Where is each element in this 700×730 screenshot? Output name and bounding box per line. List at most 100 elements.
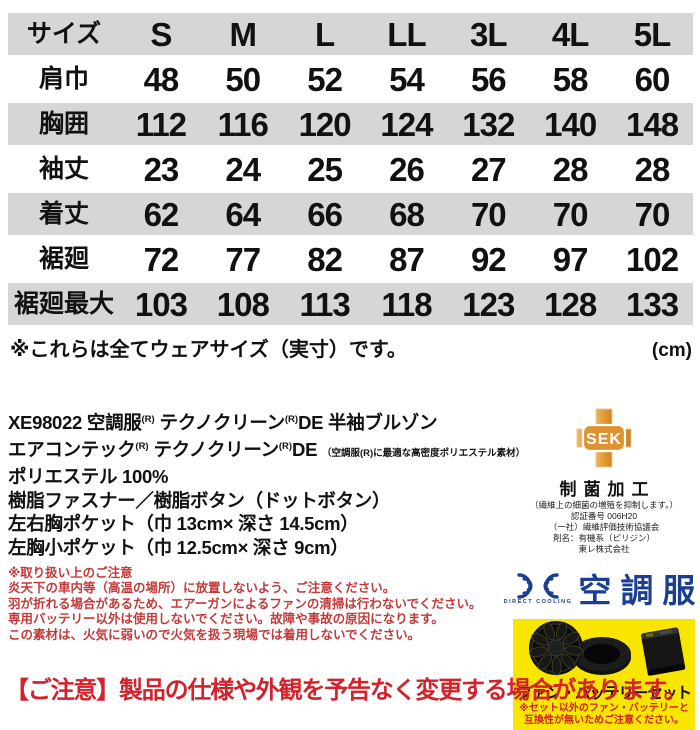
measurement-value: 113 (299, 285, 350, 323)
description-text: テクノクリーン (148, 438, 279, 460)
size-table-row: 肩巾 48 50 52 54 56 58 60 (8, 58, 693, 100)
swirl-icon: DIRECT COOLING (504, 572, 573, 605)
measurement-value: 103 (134, 285, 188, 323)
product-description: XE98022 空調服(R) テクノクリーン(R)DE 半袖ブルゾン エアコンテッ… (8, 408, 525, 730)
size-col-header: L (315, 15, 335, 53)
size-col-header: 5L (633, 15, 672, 53)
main-content: XE98022 空調服(R) テクノクリーン(R)DE 半袖ブルゾン エアコンテッ… (8, 408, 700, 730)
measurement-value: 28 (634, 150, 671, 188)
sek-certification-line: 認証番号 006H20 (570, 511, 638, 521)
registered-mark: (R) (278, 440, 293, 452)
measurement-value: 56 (470, 60, 507, 98)
product-description-line: XE98022 空調服(R) テクノクリーン(R)DE 半袖ブルゾン (8, 408, 508, 435)
size-note-row: ※これらは全てウェアサイズ（実寸）です。 (cm) (10, 333, 692, 362)
description-text: DE 半袖ブルゾン (298, 412, 438, 433)
svg-text:SEK: SEK (586, 431, 622, 448)
sek-mark: SEK 制菌加工 （繊維上の細菌の増殖を抑制します。） 認証番号 006H20 （一… (508, 408, 700, 555)
size-table-corner: サイズ (26, 19, 102, 48)
measurement-value: 58 (552, 60, 589, 98)
measurement-value: 124 (380, 105, 433, 143)
measurement-value: 92 (470, 240, 507, 278)
description-text: テクノクリーン (154, 412, 286, 433)
measurement-value: 120 (298, 105, 352, 143)
description-text: DE (292, 438, 322, 460)
description-text: ポリエステル 100% (8, 466, 169, 487)
handling-notice: ※取り扱い上のご注意 炎天下の車内等（高温の場所）に放置しないよう、ご注意くださ… (8, 566, 508, 643)
measurement-value: 87 (389, 240, 425, 278)
handling-notice-title: ※取り扱い上のご注意 (8, 566, 133, 580)
product-description-line: 左胸小ポケット（巾 12.5cm× 深さ 9cm） (8, 536, 508, 560)
measurement-value: 68 (389, 195, 425, 233)
measurement-value: 82 (307, 240, 343, 278)
registered-mark: (R) (141, 414, 155, 425)
measurement-value: 70 (470, 195, 507, 233)
registered-mark: (R) (284, 414, 299, 425)
measurement-value: 60 (634, 60, 671, 98)
size-table-row: 裾廻 72 77 82 87 92 97 102 (8, 238, 693, 280)
measurement-value: 70 (634, 195, 671, 233)
handling-notice-line: 羽が折れる場合があるため、エアーガンによるファンの清掃は行わないでください。 (8, 596, 482, 611)
sek-certification-line: 剤名：有機系（ピリジン） (552, 533, 655, 543)
fan-battery-image (529, 621, 686, 676)
measurement-value: 132 (462, 105, 515, 143)
sek-certification-line: 東レ株式会社 (578, 544, 630, 554)
measurement-value: 140 (544, 105, 597, 143)
logo-caption: DIRECT COOLING (503, 598, 573, 605)
measurement-value: 116 (217, 105, 269, 143)
size-col-header: S (150, 15, 172, 53)
measurement-value: 50 (225, 60, 261, 98)
measurement-value: 26 (389, 150, 425, 188)
size-col-header: 4L (551, 15, 590, 53)
handling-notice-line: 専用バッテリー以外は使用しないでください。故障や事故の原因になります。 (8, 612, 444, 626)
measurement-value: 27 (470, 150, 507, 188)
size-col-header: M (229, 15, 257, 53)
description-text: XE98022 空調服 (8, 412, 142, 433)
measurement-value: 118 (381, 285, 432, 323)
measurement-value: 70 (552, 195, 589, 233)
handling-notice-line: この素材は、火気に弱いので火気を扱う現場では着用しないでください。 (8, 627, 421, 642)
measurement-value: 102 (626, 240, 679, 278)
sek-title: 制菌加工 (559, 480, 656, 499)
measurement-value: 62 (143, 195, 180, 233)
measurement-value: 25 (307, 150, 343, 188)
measurement-value: 108 (216, 285, 270, 323)
handling-notice-line: 炎天下の車内等（高温の場所）に放置しないよう、ご注意ください。 (8, 581, 396, 595)
measurement-value: 128 (544, 285, 597, 323)
measurement-label: 着丈 (38, 199, 89, 228)
brand-name: 空調服 (578, 572, 700, 609)
product-description-line: 樹脂ファスナー／樹脂ボタン（ドットボタン） (8, 489, 508, 513)
measurement-value: 148 (626, 105, 679, 143)
measurement-value: 77 (225, 240, 261, 278)
measurement-value: 54 (389, 60, 425, 98)
unit-label: (cm) (651, 340, 692, 361)
size-table-row: 着丈 62 64 66 68 70 70 70 (8, 193, 693, 235)
product-description-line: 左右胸ポケット（巾 13cm× 深さ 14.5cm） (8, 512, 508, 536)
description-text: エアコンテック (8, 438, 136, 460)
measurement-value: 52 (307, 60, 343, 98)
size-col-header: 3L (470, 15, 508, 53)
registered-mark: (R) (135, 440, 149, 452)
measurement-value: 72 (143, 240, 180, 278)
size-table-row: 胸囲 112 116 120 124 132 140 148 (8, 103, 693, 145)
size-note: ※これらは全てウェアサイズ（実寸）です。 (10, 339, 407, 361)
size-table-row: 袖丈 23 24 25 26 27 28 28 (8, 148, 693, 190)
sek-certification-line: （繊維上の細菌の増殖を抑制します。） (530, 500, 678, 510)
size-table-header-row: サイズ S M L LL 3L 4L 5L (8, 13, 693, 55)
fan-battery-warning-line: 互換性が無いためご注意ください。 (524, 715, 684, 726)
product-description-line: エアコンテック(R) テクノクリーン(R)DE （空調服(R)に最適な高密度ポリ… (8, 435, 525, 466)
measurement-value: 123 (462, 285, 515, 323)
measurement-value: 23 (143, 150, 180, 188)
measurement-label: 裾廻最大 (13, 289, 114, 318)
measurement-value: 97 (552, 240, 589, 278)
measurement-value: 24 (225, 150, 261, 188)
description-text: （空調服(R)に最適な高密度ポリエステル素材） (321, 447, 526, 459)
kuchofuku-logo: DIRECT COOLING 空調服 (504, 564, 700, 612)
measurement-value: 133 (626, 285, 679, 323)
measurement-value: 64 (225, 195, 261, 233)
size-col-header: LL (387, 15, 426, 53)
description-text: 左胸小ポケット（巾 12.5cm× 深さ 9cm） (8, 536, 349, 558)
fan-battery-title: ファン・バッテリーセット (516, 685, 692, 702)
measurement-label: 袖丈 (38, 154, 89, 183)
measurement-value: 66 (307, 195, 343, 233)
size-table-row: 裾廻最大 103 108 113 118 123 128 133 (8, 283, 693, 325)
